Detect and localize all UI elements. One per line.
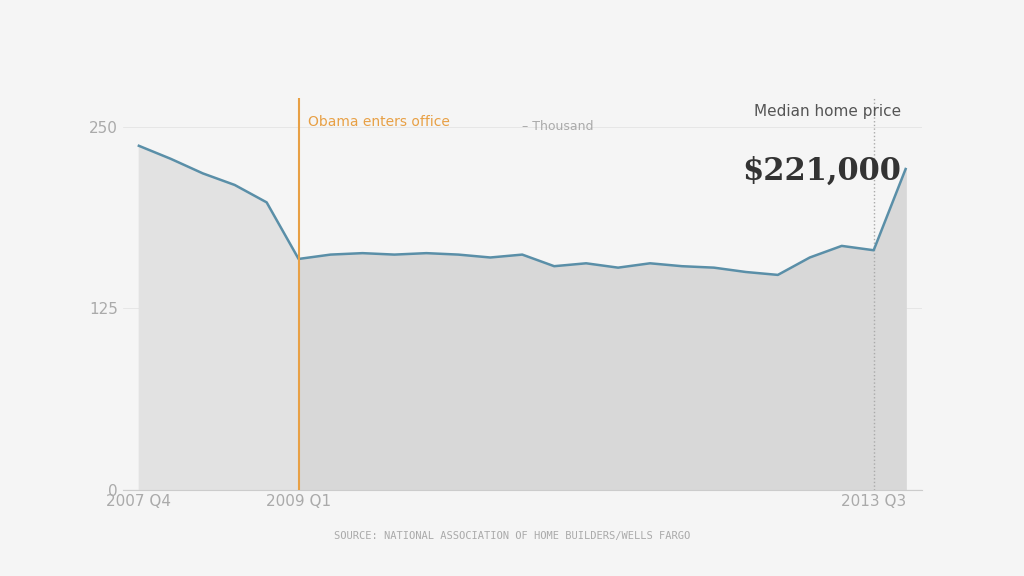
Text: – Thousand: – Thousand [522,120,594,134]
Text: SOURCE: NATIONAL ASSOCIATION OF HOME BUILDERS/WELLS FARGO: SOURCE: NATIONAL ASSOCIATION OF HOME BUI… [334,532,690,541]
Text: Obama enters office: Obama enters office [308,115,451,130]
Text: $221,000: $221,000 [742,156,901,187]
Text: Median home price: Median home price [754,104,901,119]
